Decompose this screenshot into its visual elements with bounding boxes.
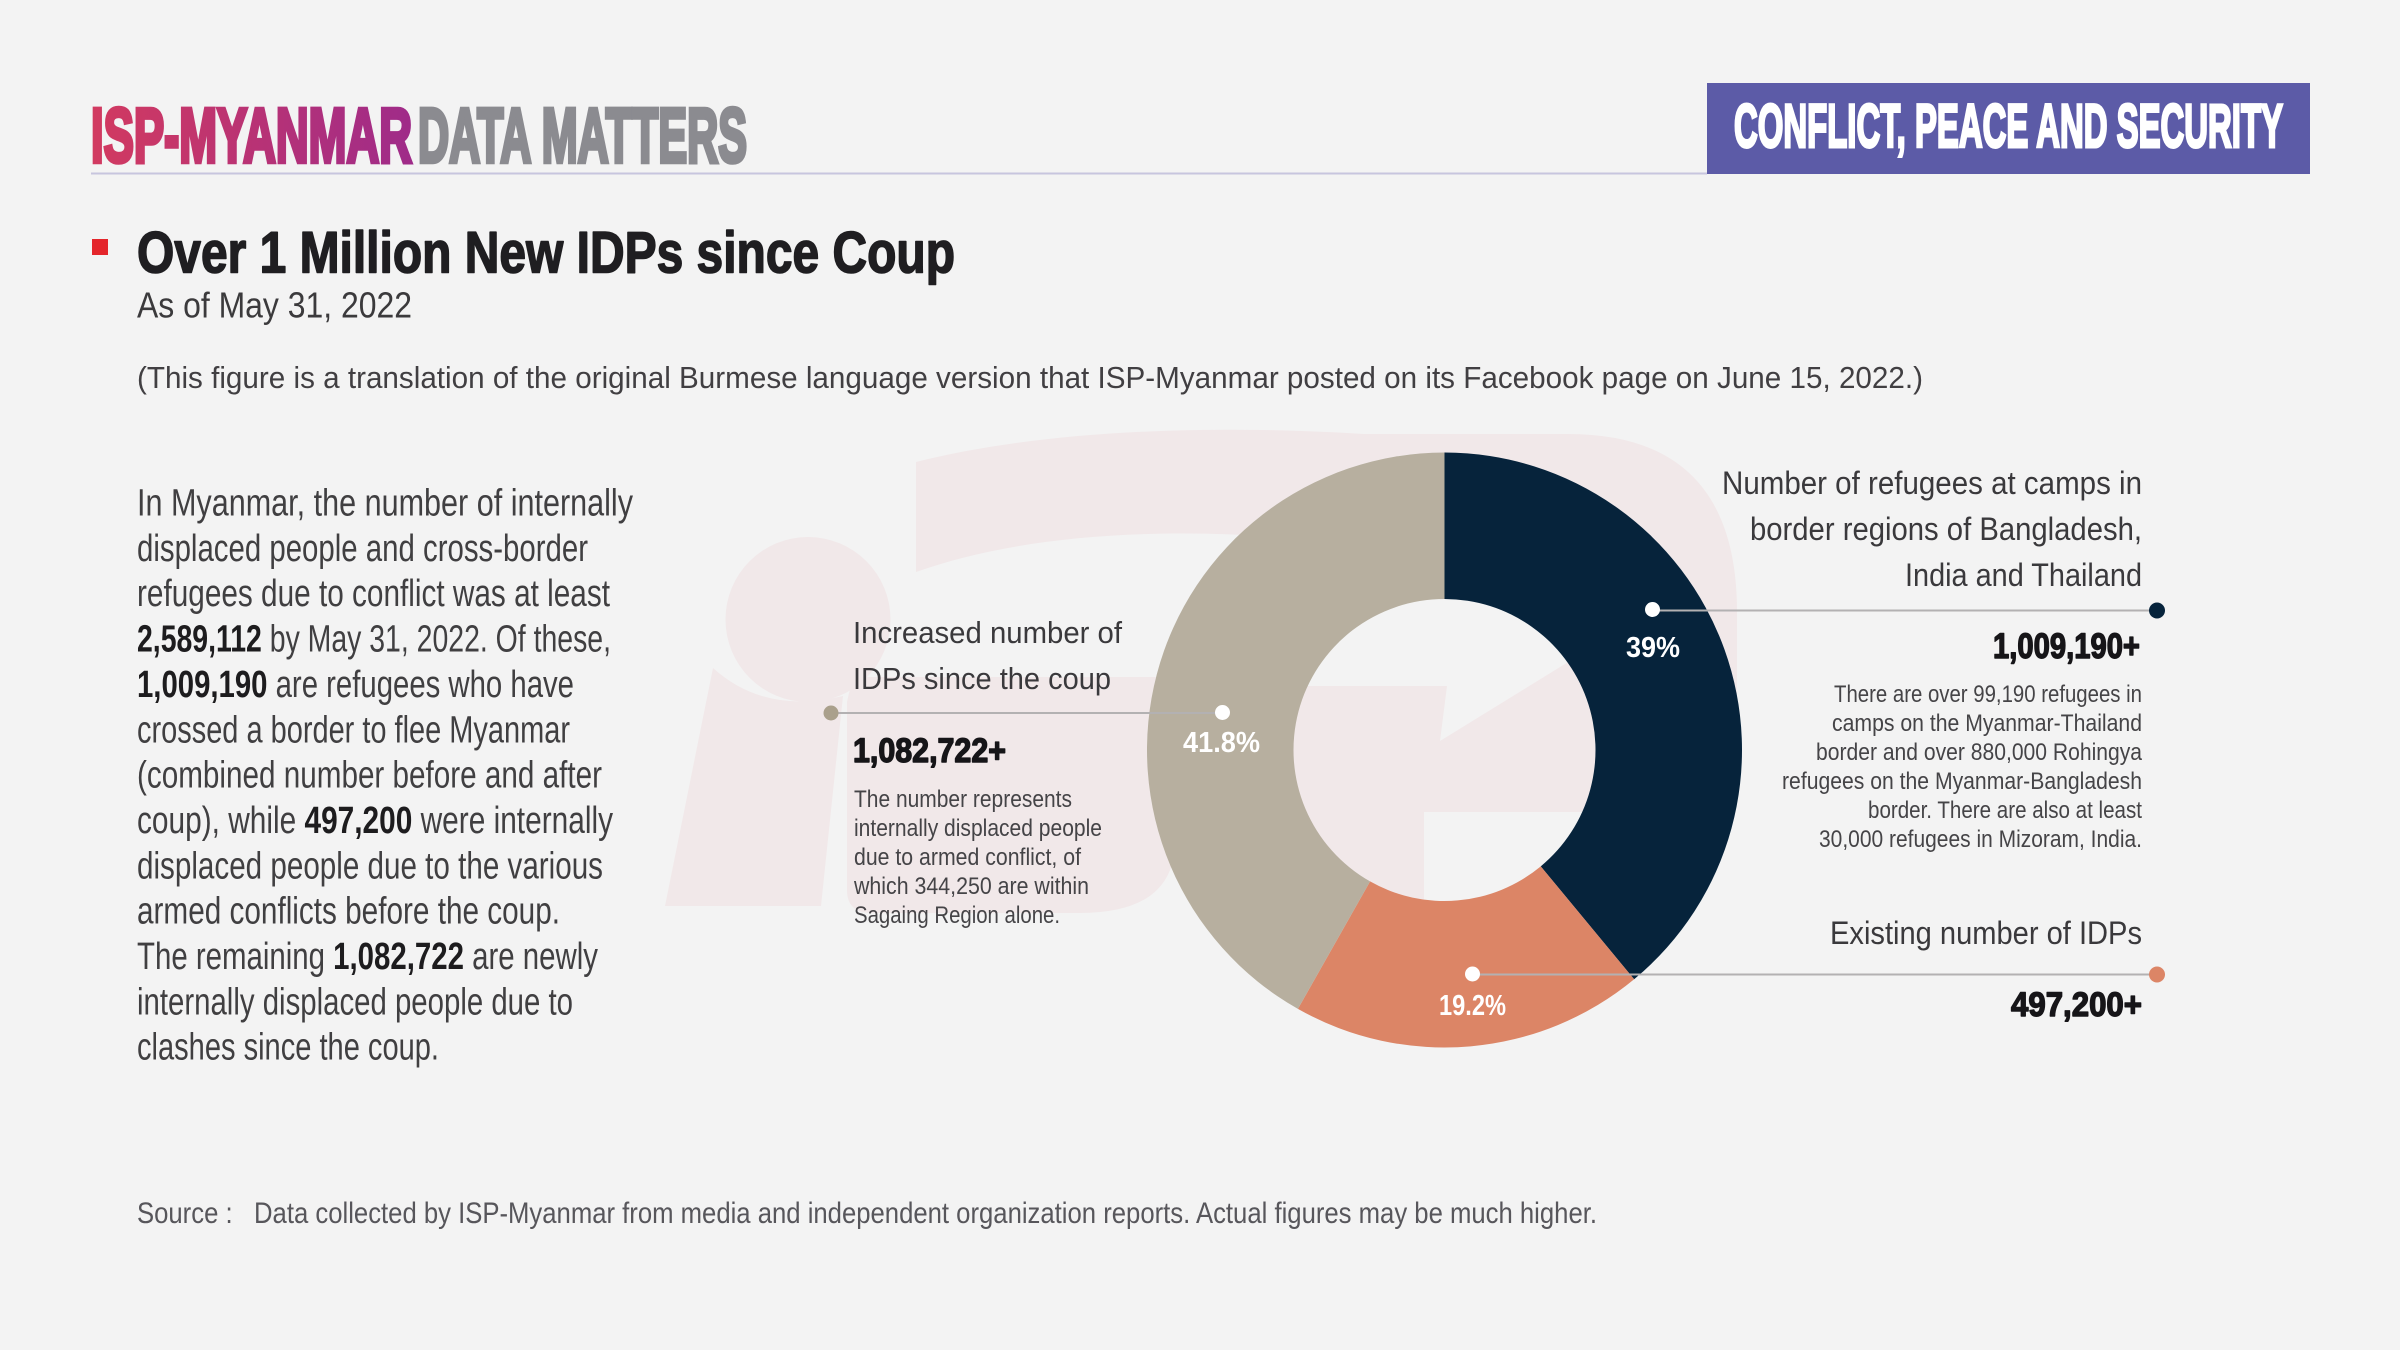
svg-text:border and over 880,000 Rohing: border and over 880,000 Rohingya <box>1816 739 2142 766</box>
svg-text:CONFLICT, PEACE AND SECURITY: CONFLICT, PEACE AND SECURITY <box>1734 92 2283 160</box>
svg-text:30,000 refugees in Mizoram, In: 30,000 refugees in Mizoram, India. <box>1819 826 2142 853</box>
svg-text:The number represents: The number represents <box>854 786 1072 813</box>
svg-text:which 344,250 are within: which 344,250 are within <box>853 873 1089 900</box>
svg-text:due to armed conflict, of: due to armed conflict, of <box>854 844 1081 871</box>
svg-text:There are over 99,190 refugees: There are over 99,190 refugees in <box>1834 681 2142 708</box>
svg-text:(combined number before and af: (combined number before and after <box>137 755 602 797</box>
svg-text:2,589,112 by May 31, 2022. Of: 2,589,112 by May 31, 2022. Of these, <box>137 619 611 661</box>
svg-text:In Myanmar, the number of inte: In Myanmar, the number of internally <box>137 483 633 525</box>
svg-text:ISP-MYANMAR: ISP-MYANMAR <box>91 93 412 179</box>
svg-text:crossed a border to flee Myanm: crossed a border to flee Myanmar <box>137 709 570 751</box>
svg-text:Increased number of: Increased number of <box>853 615 1122 650</box>
svg-text:1,009,190 are refugees who hav: 1,009,190 are refugees who have <box>137 664 574 706</box>
svg-text:Over 1 Million New IDPs since: Over 1 Million New IDPs since Coup <box>137 221 955 286</box>
svg-text:DATA MATTERS: DATA MATTERS <box>418 93 747 179</box>
svg-text:Number of refugees at camps in: Number of refugees at camps in <box>1722 465 2142 501</box>
svg-text:India and Thailand: India and Thailand <box>1905 557 2142 593</box>
svg-text:displaced people and cross-bor: displaced people and cross-border <box>137 528 588 570</box>
svg-text:armed conflicts before the cou: armed conflicts before the coup. <box>137 891 560 933</box>
svg-text:IDPs since the coup: IDPs since the coup <box>853 661 1111 696</box>
svg-text:internally displaced people: internally displaced people <box>854 815 1102 842</box>
svg-text:coup), while 497,200 were inte: coup), while 497,200 were internally <box>137 800 613 842</box>
svg-text:The remaining 1,082,722 are ne: The remaining 1,082,722 are newly <box>137 936 598 978</box>
svg-text:1,082,722+: 1,082,722+ <box>853 732 1006 770</box>
svg-text:497,200+: 497,200+ <box>2011 986 2142 1024</box>
svg-text:border. There are also at leas: border. There are also at least <box>1868 797 2142 824</box>
svg-text:41.8%: 41.8% <box>1183 727 1260 759</box>
svg-text:internally displaced people du: internally displaced people due to <box>137 981 573 1023</box>
svg-text:refugees due to conflict was a: refugees due to conflict was at least <box>137 573 610 615</box>
svg-text:displaced people due to the va: displaced people due to the various <box>137 845 603 887</box>
svg-text:(This figure is a translation: (This figure is a translation of the ori… <box>137 360 1923 395</box>
svg-text:As of May 31, 2022: As of May 31, 2022 <box>137 285 412 326</box>
svg-text:clashes since the coup.: clashes since the coup. <box>137 1027 439 1069</box>
svg-text:Sagaing Region alone.: Sagaing Region alone. <box>854 902 1060 929</box>
svg-text:camps on the Myanmar-Thailand: camps on the Myanmar-Thailand <box>1832 710 2142 737</box>
svg-text:Source : Data collected by I: Source : Data collected by ISP-Myanmar f… <box>137 1197 1597 1230</box>
svg-text:19.2%: 19.2% <box>1439 990 1506 1022</box>
svg-text:1,009,190+: 1,009,190+ <box>1993 627 2140 666</box>
svg-text:border regions of Bangladesh,: border regions of Bangladesh, <box>1750 511 2142 547</box>
svg-text:refugees on the Myanmar-Bangla: refugees on the Myanmar-Bangladesh <box>1782 768 2142 795</box>
svg-text:39%: 39% <box>1626 632 1680 664</box>
svg-text:Existing number of IDPs: Existing number of IDPs <box>1830 915 2142 951</box>
